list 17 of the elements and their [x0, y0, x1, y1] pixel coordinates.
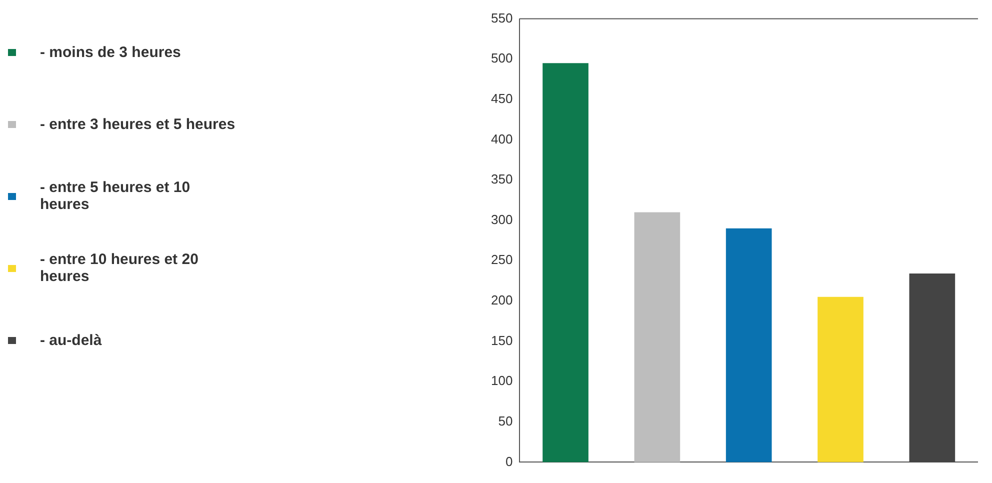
- y-tick-label: 100: [490, 373, 513, 388]
- y-tick-label: 500: [490, 50, 513, 66]
- y-tick-label: 400: [490, 131, 513, 146]
- y-tick-label: 550: [490, 10, 513, 26]
- y-tick-label: 200: [490, 292, 513, 308]
- legend-label: - entre 10 heures et 20 heures: [40, 251, 200, 285]
- legend-label: - moins de 3 heures: [40, 44, 182, 60]
- legend-label: - au-delà: [40, 332, 103, 348]
- legend-label: - entre 3 heures et 5 heures: [40, 116, 236, 132]
- y-tick-label: 250: [490, 252, 513, 268]
- y-tick-label: 50: [498, 413, 513, 428]
- y-tick-label: 350: [490, 172, 513, 187]
- y-tick-label: 300: [490, 212, 513, 227]
- y-tick-label: 450: [490, 90, 513, 106]
- legend-label: - entre 5 heures et 10 heures: [40, 179, 192, 213]
- y-tick-label: 0: [505, 454, 513, 469]
- y-tick-label: 150: [490, 332, 513, 348]
